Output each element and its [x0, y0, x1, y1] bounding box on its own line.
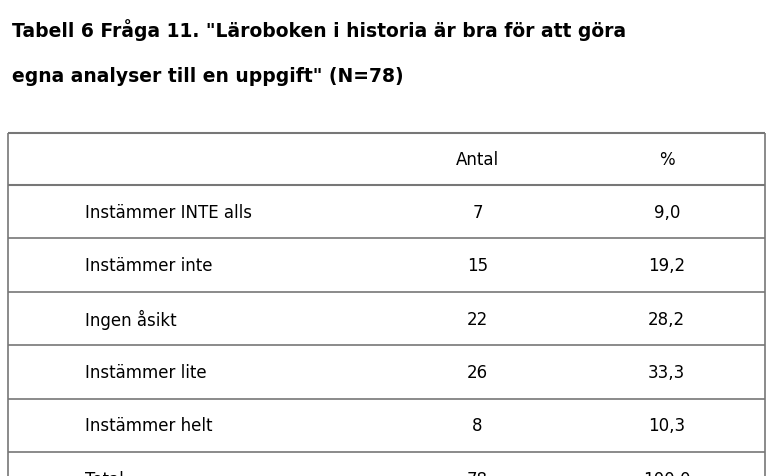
Text: 22: 22 — [467, 310, 488, 328]
Text: 19,2: 19,2 — [649, 257, 686, 275]
Text: 8: 8 — [472, 416, 482, 435]
Text: Instämmer lite: Instämmer lite — [85, 363, 206, 381]
Text: Total: Total — [85, 470, 124, 476]
Text: 33,3: 33,3 — [649, 363, 686, 381]
Text: 78: 78 — [467, 470, 488, 476]
Text: egna analyser till en uppgift" (N=78): egna analyser till en uppgift" (N=78) — [12, 67, 404, 86]
Text: 100,0: 100,0 — [643, 470, 690, 476]
Text: 7: 7 — [472, 203, 482, 221]
Text: Instämmer helt: Instämmer helt — [85, 416, 213, 435]
Text: Instämmer inte: Instämmer inte — [85, 257, 213, 275]
Text: Tabell 6 Fråga 11. "Läroboken i historia är bra för att göra: Tabell 6 Fråga 11. "Läroboken i historia… — [12, 19, 625, 41]
Text: %: % — [659, 150, 675, 169]
Text: Instämmer INTE alls: Instämmer INTE alls — [85, 203, 252, 221]
Text: 10,3: 10,3 — [649, 416, 686, 435]
Text: 26: 26 — [467, 363, 488, 381]
Text: 15: 15 — [467, 257, 488, 275]
Text: Ingen åsikt: Ingen åsikt — [85, 309, 177, 329]
Text: Antal: Antal — [456, 150, 499, 169]
Text: 9,0: 9,0 — [654, 203, 680, 221]
Text: 28,2: 28,2 — [649, 310, 686, 328]
